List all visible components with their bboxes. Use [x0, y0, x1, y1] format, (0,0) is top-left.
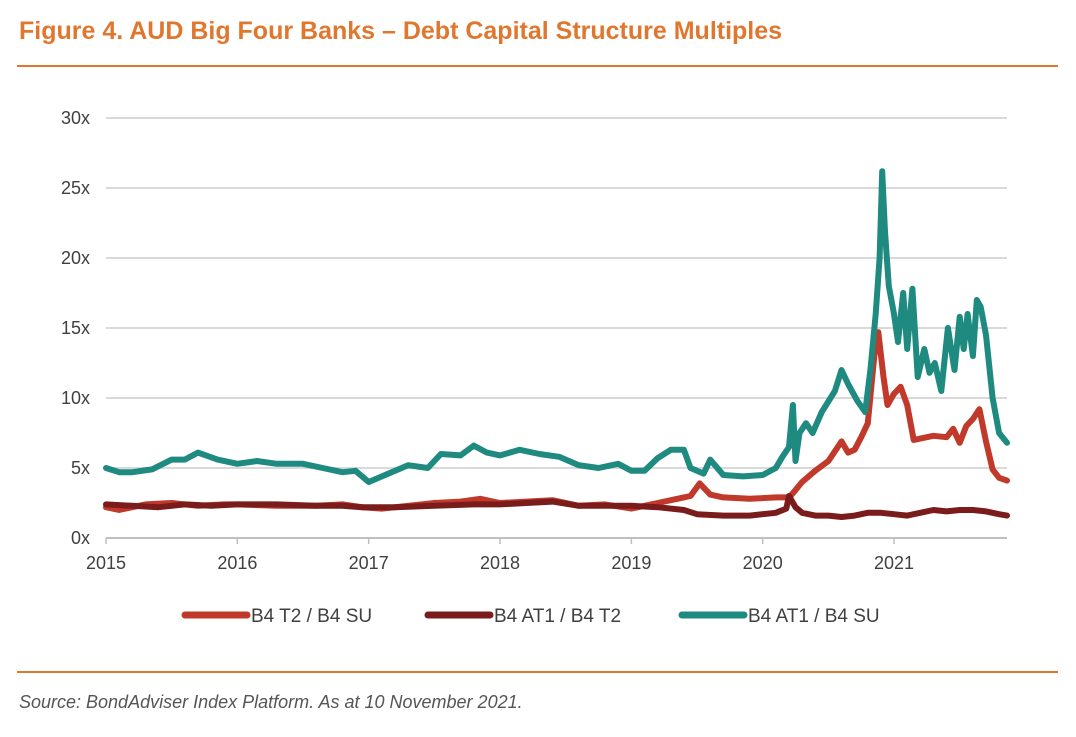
x-tick-label: 2019 [611, 553, 651, 573]
footer-divider [17, 671, 1058, 673]
series-line-2 [103, 493, 1010, 520]
x-tick-label: 2020 [743, 553, 783, 573]
y-axis-ticks: 0x 5x 10x 15x 20x 25x 30x [61, 108, 90, 548]
y-tick-label: 5x [71, 458, 90, 478]
legend-label: B4 AT1 / B4 T2 [494, 606, 621, 627]
x-axis-ticks: 2015 2016 2017 2018 2019 2020 2021 [86, 538, 914, 573]
y-tick-label: 0x [71, 528, 90, 548]
grid-lines [106, 117, 1007, 539]
legend-item-1: B4 T2 / B4 SU [181, 606, 372, 627]
y-tick-label: 15x [61, 318, 90, 338]
source-note: Source: BondAdviser Index Platform. As a… [19, 692, 523, 712]
figure-title: Figure 4. AUD Big Four Banks – Debt Capi… [19, 17, 783, 45]
series-line-3 [103, 168, 1010, 485]
x-tick-label: 2015 [86, 553, 126, 573]
legend-label: B4 T2 / B4 SU [251, 606, 372, 627]
x-tick-label: 2018 [480, 553, 520, 573]
y-tick-label: 30x [61, 108, 90, 128]
legend-item-2: B4 AT1 / B4 T2 [424, 606, 621, 627]
legend: B4 T2 / B4 SU B4 AT1 / B4 T2 B4 AT1 / B4 S… [181, 606, 880, 627]
legend-item-3: B4 AT1 / B4 SU [678, 606, 880, 627]
line-chart: 0x 5x 10x 15x 20x 25x 30x 2015 2016 2017 2018 2019… [61, 108, 1010, 627]
y-tick-label: 25x [61, 178, 90, 198]
legend-label: B4 AT1 / B4 SU [748, 606, 880, 627]
series-lines [103, 168, 1010, 520]
y-tick-label: 10x [61, 388, 90, 408]
y-tick-label: 20x [61, 248, 90, 268]
title-divider [17, 65, 1058, 67]
x-tick-label: 2016 [217, 553, 257, 573]
x-tick-label: 2021 [874, 553, 914, 573]
x-tick-label: 2017 [349, 553, 389, 573]
